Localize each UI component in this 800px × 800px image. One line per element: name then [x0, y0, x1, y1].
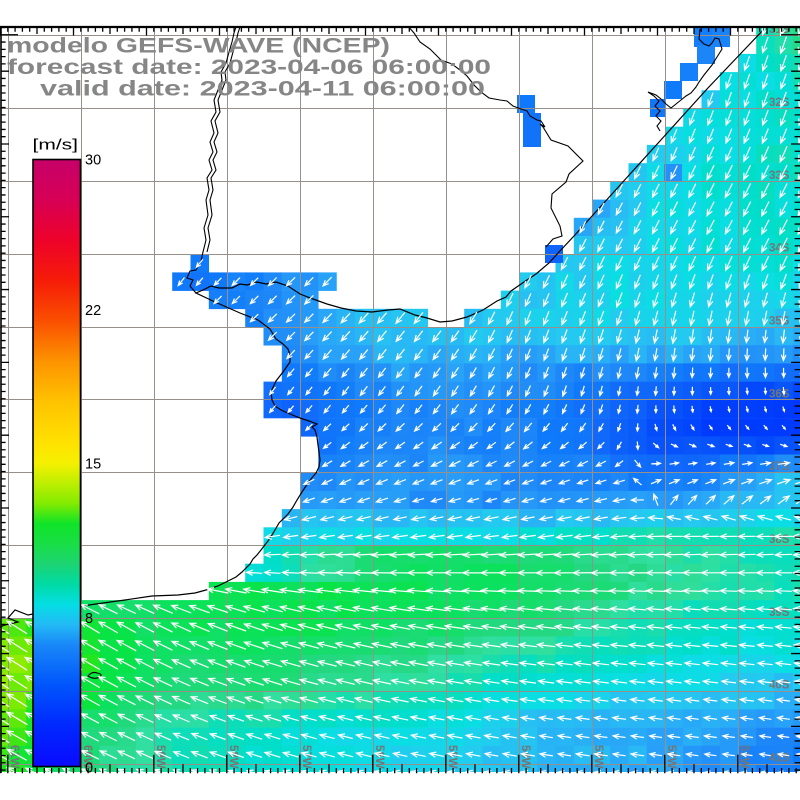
svg-text:22: 22 [85, 303, 101, 319]
svg-text:[m/s]: [m/s] [33, 137, 79, 154]
svg-text:15: 15 [85, 457, 101, 473]
svg-text:8: 8 [85, 611, 93, 627]
svg-text:forecast date: 2023-04-06 06:0: forecast date: 2023-04-06 06:00:00 [7, 55, 491, 79]
svg-text:53W: 53W [592, 745, 604, 769]
svg-text:34S: 34S [769, 243, 790, 255]
svg-text:0: 0 [85, 761, 93, 777]
svg-text:30: 30 [85, 153, 101, 169]
svg-text:52W: 52W [665, 745, 677, 769]
svg-text:61W: 61W [8, 745, 20, 769]
svg-text:54W: 54W [519, 745, 531, 769]
svg-text:33S: 33S [769, 170, 790, 182]
svg-text:51W: 51W [738, 745, 750, 769]
svg-text:32S: 32S [769, 97, 790, 109]
svg-text:31S: 31S [769, 24, 790, 36]
svg-text:37S: 37S [769, 461, 790, 473]
svg-text:35S: 35S [769, 316, 790, 328]
svg-text:valid date: 2023-04-11 06:00:0: valid date: 2023-04-11 06:00:00 [40, 77, 485, 101]
svg-text:38S: 38S [769, 534, 790, 546]
svg-text:59W: 59W [154, 745, 166, 769]
svg-text:modelo GEFS-WAVE (NCEP): modelo GEFS-WAVE (NCEP) [7, 34, 390, 58]
svg-text:36S: 36S [769, 388, 790, 400]
